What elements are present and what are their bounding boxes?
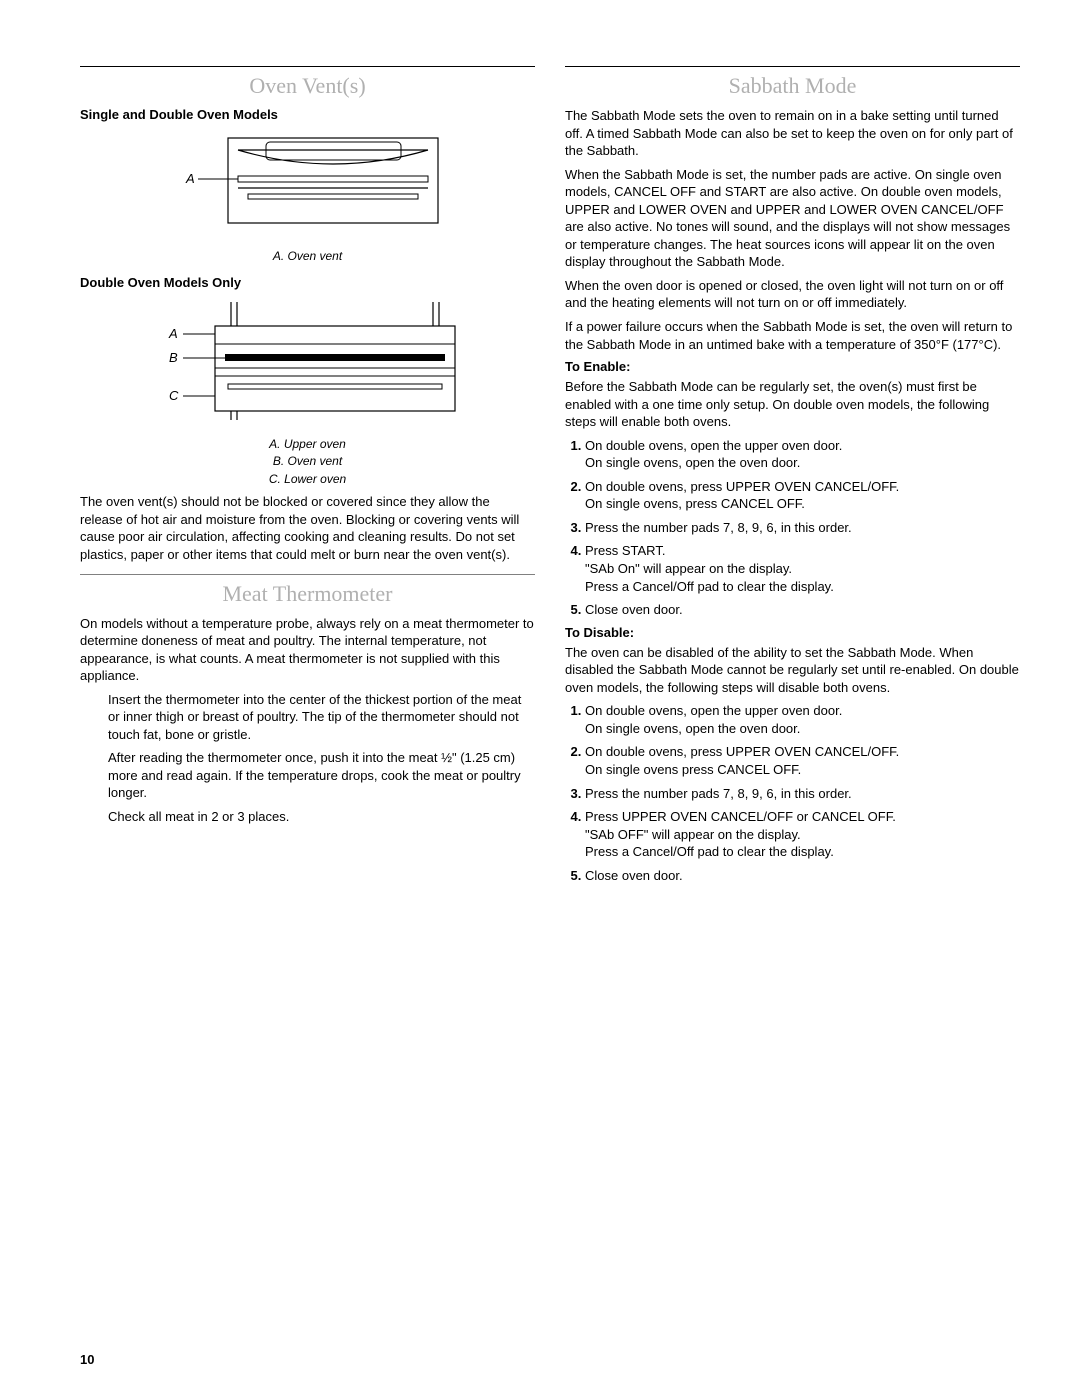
list-item: On double ovens, open the upper oven doo… bbox=[585, 437, 1020, 472]
svg-text:A: A bbox=[168, 326, 178, 341]
page-number: 10 bbox=[80, 1352, 94, 1367]
enable-intro: Before the Sabbath Mode can be regularly… bbox=[565, 378, 1020, 431]
section-title-meat-thermometer: Meat Thermometer bbox=[80, 581, 535, 607]
list-item: On double ovens, press UPPER OVEN CANCEL… bbox=[585, 478, 1020, 513]
step-text: On double ovens, press UPPER OVEN CANCEL… bbox=[585, 744, 899, 759]
step-text: On double ovens, press UPPER OVEN CANCEL… bbox=[585, 479, 899, 494]
disable-steps: On double ovens, open the upper oven doo… bbox=[565, 702, 1020, 884]
step-text: Press UPPER OVEN CANCEL/OFF or CANCEL OF… bbox=[585, 809, 896, 824]
enable-steps: On double ovens, open the upper oven doo… bbox=[565, 437, 1020, 619]
rule bbox=[565, 66, 1020, 67]
meat-p1: On models without a temperature probe, a… bbox=[80, 615, 535, 685]
step-text: Press START. bbox=[585, 543, 665, 558]
meat-p4: Check all meat in 2 or 3 places. bbox=[108, 808, 535, 826]
step-text: Press a Cancel/Off pad to clear the disp… bbox=[585, 844, 834, 859]
diagram-label-a: A bbox=[185, 171, 195, 186]
list-item: Press the number pads 7, 8, 9, 6, in thi… bbox=[585, 785, 1020, 803]
section-title-sabbath: Sabbath Mode bbox=[565, 73, 1020, 99]
list-item: Press START. "SAb On" will appear on the… bbox=[585, 542, 1020, 595]
meat-p2: Insert the thermometer into the center o… bbox=[108, 691, 535, 744]
list-item: Close oven door. bbox=[585, 601, 1020, 619]
heading-single-double: Single and Double Oven Models bbox=[80, 107, 535, 122]
step-text: "SAb OFF" will appear on the display. bbox=[585, 827, 801, 842]
step-text: "SAb On" will appear on the display. bbox=[585, 561, 792, 576]
svg-text:C: C bbox=[169, 388, 179, 403]
list-item: Close oven door. bbox=[585, 867, 1020, 885]
svg-text:B: B bbox=[169, 350, 178, 365]
step-text: Press the number pads 7, 8, 9, 6, in thi… bbox=[585, 786, 852, 801]
sabbath-p4: If a power failure occurs when the Sabba… bbox=[565, 318, 1020, 353]
sabbath-p1: The Sabbath Mode sets the oven to remain… bbox=[565, 107, 1020, 160]
figure-double-oven: A B C bbox=[80, 296, 535, 431]
oven-vents-paragraph: The oven vent(s) should not be blocked o… bbox=[80, 493, 535, 563]
step-text: On single ovens press CANCEL OFF. bbox=[585, 762, 801, 777]
caption-double-c: C. Lower oven bbox=[80, 472, 535, 488]
caption-double-b: B. Oven vent bbox=[80, 454, 535, 470]
list-item: On double ovens, press UPPER OVEN CANCEL… bbox=[585, 743, 1020, 778]
step-text: On double ovens, open the upper oven doo… bbox=[585, 703, 842, 718]
section-title-oven-vents: Oven Vent(s) bbox=[80, 73, 535, 99]
list-item: Press the number pads 7, 8, 9, 6, in thi… bbox=[585, 519, 1020, 537]
step-text: Close oven door. bbox=[585, 602, 683, 617]
list-item: On double ovens, open the upper oven doo… bbox=[585, 702, 1020, 737]
disable-intro: The oven can be disabled of the ability … bbox=[565, 644, 1020, 697]
caption-double-a: A. Upper oven bbox=[80, 437, 535, 453]
heading-double-only: Double Oven Models Only bbox=[80, 275, 535, 290]
step-text: Press the number pads 7, 8, 9, 6, in thi… bbox=[585, 520, 852, 535]
heading-to-enable: To Enable: bbox=[565, 359, 1020, 374]
list-item: Press UPPER OVEN CANCEL/OFF or CANCEL OF… bbox=[585, 808, 1020, 861]
rule bbox=[80, 574, 535, 575]
step-text: Close oven door. bbox=[585, 868, 683, 883]
rule bbox=[80, 66, 535, 67]
meat-p3: After reading the thermometer once, push… bbox=[108, 749, 535, 802]
right-column: Sabbath Mode The Sabbath Mode sets the o… bbox=[565, 60, 1020, 890]
heading-to-disable: To Disable: bbox=[565, 625, 1020, 640]
sabbath-p2: When the Sabbath Mode is set, the number… bbox=[565, 166, 1020, 271]
figure-single-double-oven: A bbox=[80, 128, 535, 243]
step-text: On single ovens, open the oven door. bbox=[585, 721, 800, 736]
left-column: Oven Vent(s) Single and Double Oven Mode… bbox=[80, 60, 535, 890]
step-text: Press a Cancel/Off pad to clear the disp… bbox=[585, 579, 834, 594]
step-text: On single ovens, press CANCEL OFF. bbox=[585, 496, 805, 511]
caption-single-double: A. Oven vent bbox=[80, 249, 535, 265]
step-text: On double ovens, open the upper oven doo… bbox=[585, 438, 842, 453]
sabbath-p3: When the oven door is opened or closed, … bbox=[565, 277, 1020, 312]
step-text: On single ovens, open the oven door. bbox=[585, 455, 800, 470]
